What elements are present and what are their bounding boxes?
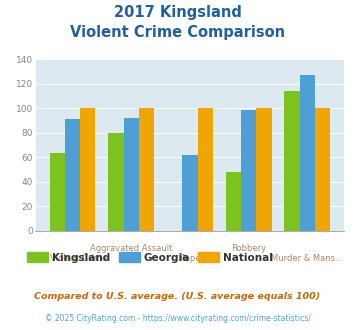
Bar <box>256 109 272 231</box>
Text: © 2025 CityRating.com - https://www.cityrating.com/crime-statistics/: © 2025 CityRating.com - https://www.city… <box>45 314 310 323</box>
Text: Murder & Mans...: Murder & Mans... <box>272 254 343 263</box>
Text: Robbery: Robbery <box>231 245 266 253</box>
Bar <box>108 133 124 231</box>
Bar <box>65 119 80 231</box>
Bar <box>80 109 95 231</box>
Bar <box>300 75 315 231</box>
Text: Rape: Rape <box>179 254 201 263</box>
Bar <box>124 118 139 231</box>
Text: Violent Crime Comparison: Violent Crime Comparison <box>70 25 285 40</box>
Bar <box>315 109 330 231</box>
Bar <box>198 109 213 231</box>
Bar <box>50 152 65 231</box>
Text: All Violent Crime: All Violent Crime <box>37 254 108 263</box>
Legend: Kingsland, Georgia, National: Kingsland, Georgia, National <box>23 248 277 267</box>
Text: 2017 Kingsland: 2017 Kingsland <box>114 5 241 20</box>
Bar <box>139 109 154 231</box>
Bar <box>226 172 241 231</box>
Bar <box>241 110 256 231</box>
Bar <box>182 155 198 231</box>
Text: Aggravated Assault: Aggravated Assault <box>90 245 173 253</box>
Bar <box>284 91 300 231</box>
Text: Compared to U.S. average. (U.S. average equals 100): Compared to U.S. average. (U.S. average … <box>34 292 321 301</box>
